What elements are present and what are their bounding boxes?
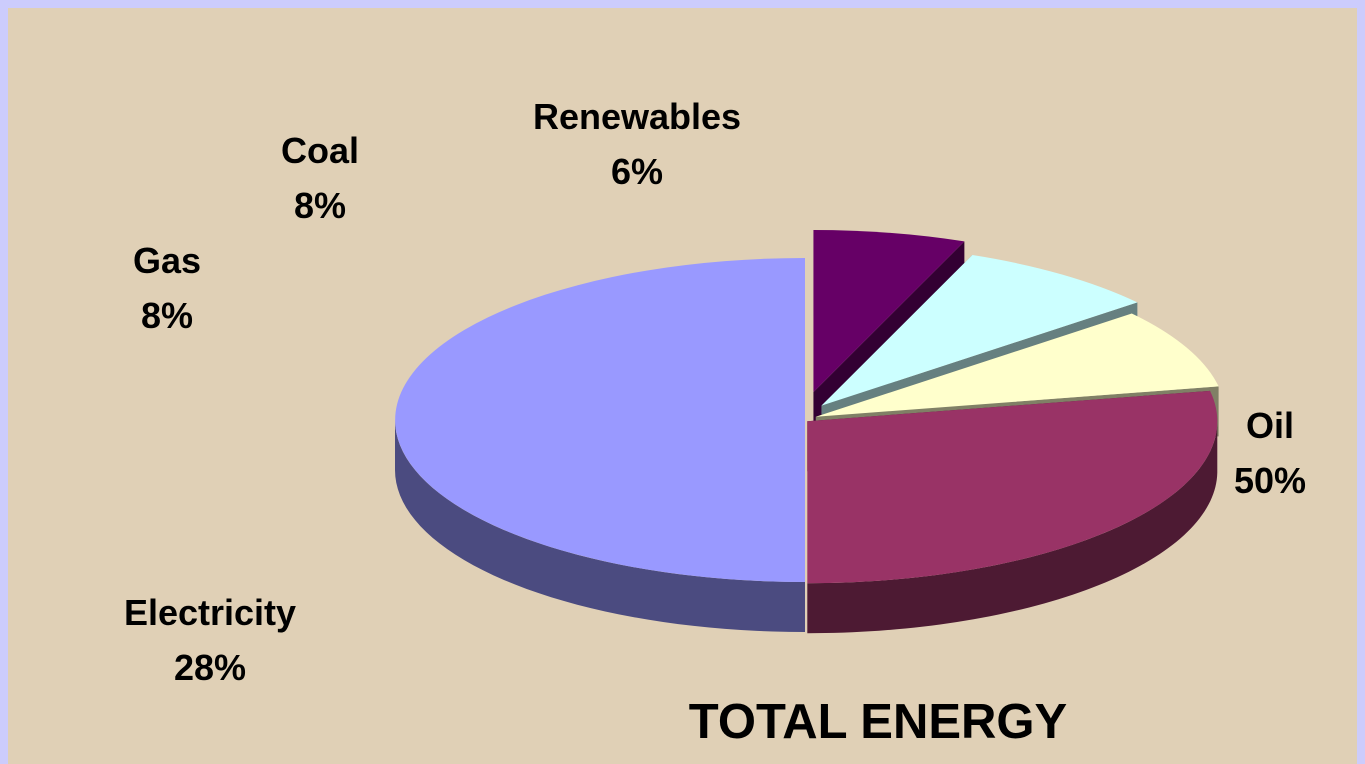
pie-slice-top <box>815 313 1219 417</box>
pie-slice-top <box>821 255 1138 406</box>
pie-slice-electricity <box>807 390 1218 634</box>
pie-slice-oil <box>395 258 805 632</box>
pie-slice-top <box>395 258 805 582</box>
pie-slice-side <box>807 422 1218 634</box>
slice-label-coal: Coal <box>281 130 359 171</box>
slice-value-oil: 50% <box>1234 460 1306 501</box>
chart-title: TOTAL ENERGY <box>689 695 1067 749</box>
slice-label-oil: Oil <box>1246 405 1294 446</box>
slice-value-coal: 8% <box>294 185 346 226</box>
pie-chart: Oil 50% Electricity 28% Gas 8% Coal 8% Renewable… <box>124 96 1306 749</box>
slice-value-gas: 8% <box>141 295 193 336</box>
slice-label-gas: Gas <box>133 240 201 281</box>
slice-label-renewables: Renewables <box>533 96 741 137</box>
pie-slice-side <box>395 420 805 632</box>
pie-slice-top <box>813 230 965 393</box>
slice-value-electricity: 28% <box>174 647 246 688</box>
slice-value-renewables: 6% <box>611 151 663 192</box>
chart-frame: Oil 50% Electricity 28% Gas 8% Coal 8% Renewable… <box>8 8 1357 764</box>
slice-label-electricity: Electricity <box>124 592 296 633</box>
pie-slice-top <box>807 390 1218 584</box>
